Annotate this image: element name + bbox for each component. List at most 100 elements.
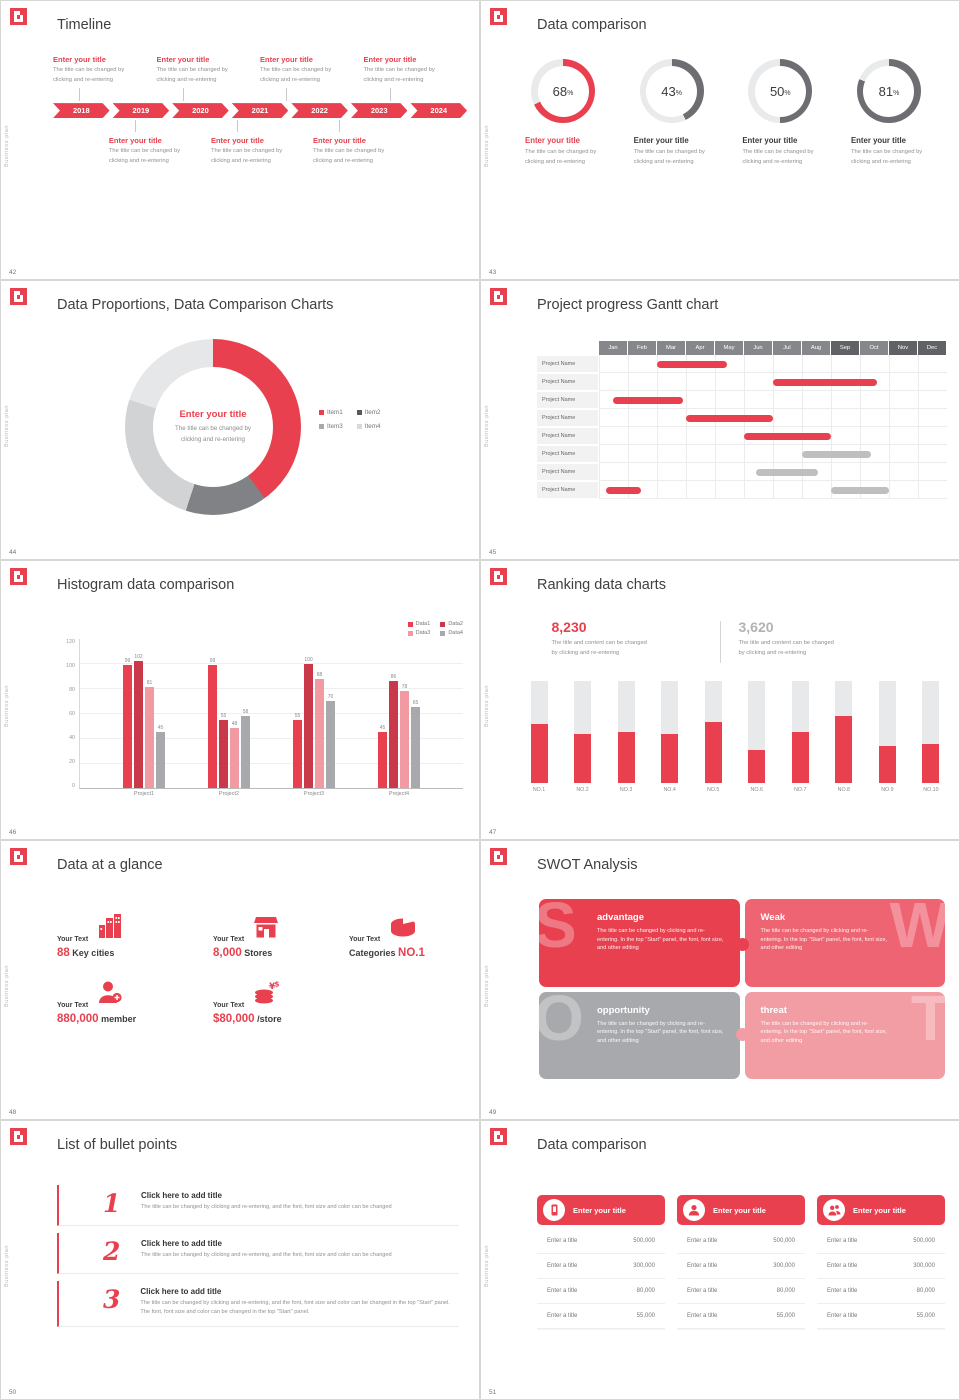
gantt-chart: Jan Feb Mar Apr May Jun Jul Aug Sep Oct Nov Dec Pro… bbox=[537, 341, 947, 499]
connector-line bbox=[236, 120, 238, 133]
row-value: 300,000 bbox=[773, 1263, 795, 1269]
legend-item: Item4 bbox=[356, 423, 381, 430]
legend-swatch bbox=[319, 410, 324, 415]
month-cell: Nov bbox=[889, 341, 918, 355]
stat-value: 88 Key cities bbox=[57, 947, 115, 959]
slide-50-bullet-points[interactable]: Business plan List of bullet points 50 1… bbox=[1, 1121, 479, 1399]
connector-line bbox=[286, 88, 287, 102]
stats-grid: Your Text 88 Key cities Your Text 8,000 … bbox=[57, 914, 463, 1026]
ring-value: 81% bbox=[863, 65, 915, 117]
bar-track bbox=[922, 681, 940, 783]
slide-47-ranking-charts[interactable]: Business plan Ranking data charts 47 8,2… bbox=[481, 561, 959, 839]
percent-symbol: % bbox=[893, 90, 900, 97]
swot-letter-o: O bbox=[539, 991, 584, 1054]
chart-legend: Item1 Item2 Item3 Item4 bbox=[319, 409, 381, 430]
gantt-row-label: Project Name bbox=[537, 355, 599, 373]
connector-line bbox=[339, 120, 340, 133]
card-row: Enter a title 80,000 bbox=[537, 1279, 665, 1304]
card-row: Enter a title 80,000 bbox=[817, 1279, 945, 1304]
page-number: 44 bbox=[9, 549, 17, 556]
slide-46-histogram[interactable]: Business plan Histogram data comparison … bbox=[1, 561, 479, 839]
legend-swatch bbox=[356, 424, 362, 429]
bar: 58 bbox=[241, 709, 250, 788]
desc-line: clicking and re-entering bbox=[363, 76, 424, 83]
bar-value: 70 bbox=[327, 694, 334, 701]
slide-45-gantt-chart[interactable]: Business plan Project progress Gantt cha… bbox=[481, 281, 959, 559]
slide-43-data-comparison[interactable]: Business plan Data comparison 43 68% Ent… bbox=[481, 1, 959, 279]
timeline-years: 2018 2019 2020 2021 2022 2023 2024 bbox=[53, 103, 467, 118]
bar-fill bbox=[878, 746, 896, 783]
stat-value: 880,000 member bbox=[57, 1013, 137, 1025]
row-value: 55,000 bbox=[636, 1313, 655, 1319]
slide-44-data-proportions[interactable]: Business plan Data Proportions, Data Com… bbox=[1, 281, 479, 559]
histogram-chart: Data1 Data2 Data3 Data4 bbox=[61, 621, 463, 797]
bar-value: 58 bbox=[242, 709, 249, 716]
bar-track bbox=[878, 681, 896, 783]
plot: 99 102 81 45 Project1 99 55 48 58 Pro bbox=[79, 639, 463, 797]
bar-value: 45 bbox=[379, 725, 386, 732]
swot-advantage: S advantage The title can be changed by … bbox=[539, 899, 740, 987]
gantt-bar bbox=[831, 486, 890, 494]
card-body: Enter a title 500,000 Enter a title 300,00… bbox=[817, 1229, 945, 1330]
legend-item: Item2 bbox=[356, 409, 381, 416]
data-card: Enter your title Enter a title 500,000 En… bbox=[537, 1195, 665, 1330]
year-chip: 2018 bbox=[53, 103, 110, 118]
legend-label: Data4 bbox=[448, 630, 463, 636]
row-value: 500,000 bbox=[633, 1238, 655, 1244]
stat-stores: Your Text 8,000 Stores bbox=[213, 917, 341, 959]
legend-item: Data4 bbox=[440, 630, 463, 636]
timeline-entry: Enter your title The title can be change… bbox=[363, 55, 468, 102]
brand-logo-icon bbox=[10, 288, 27, 305]
legend-item: Item1 bbox=[319, 409, 343, 416]
desc-line: The title and content can be changed bbox=[551, 640, 647, 646]
ring-gauge: 50% bbox=[748, 59, 813, 123]
stat-per-store: Your Text ¥ $ $80,000 /store bbox=[213, 981, 341, 1026]
card-row: Enter a title 80,000 bbox=[677, 1279, 805, 1304]
bar-value: 86 bbox=[390, 674, 397, 681]
svg-text:$: $ bbox=[275, 981, 280, 989]
slide-49-swot-analysis[interactable]: Business plan SWOT Analysis 49 S advanta… bbox=[481, 841, 959, 1119]
desc-line: The title can be changed by bbox=[108, 148, 181, 155]
stat-value: 3,620 bbox=[738, 619, 774, 635]
timeline-entry: Enter your title The title can be change… bbox=[211, 120, 313, 166]
brand-logo-icon bbox=[10, 848, 27, 865]
slide-42-timeline[interactable]: Business plan Timeline 42 Enter your tit… bbox=[1, 1, 479, 279]
category-icon bbox=[390, 918, 416, 943]
bar-fill bbox=[574, 734, 592, 783]
bar-column: NO.7 bbox=[786, 681, 814, 793]
legend-label: Data2 bbox=[448, 621, 463, 627]
card-title: Enter your title bbox=[853, 1205, 906, 1215]
bar: 55 bbox=[293, 713, 302, 788]
bar-track bbox=[574, 681, 592, 783]
percent-value: 81 bbox=[878, 83, 894, 99]
legend-swatch bbox=[440, 630, 446, 636]
slide-51-data-comparison-cards[interactable]: Business plan Data comparison 51 Enter y… bbox=[481, 1121, 959, 1399]
entry-description: The title can be changed by clicking and … bbox=[260, 66, 356, 85]
money-icon: ¥ $ bbox=[254, 981, 280, 1009]
swot-letter-t: T bbox=[910, 991, 945, 1054]
member-icon bbox=[98, 981, 122, 1009]
brand-logo-icon bbox=[10, 8, 27, 25]
y-tick-label: 60 bbox=[69, 711, 75, 717]
bar-value: 88 bbox=[316, 671, 323, 678]
desc-line: The title can be changed by bbox=[525, 149, 597, 155]
desc-line: clicking and re-entering bbox=[850, 158, 911, 165]
bar-value: 100 bbox=[304, 656, 313, 663]
gantt-rows: Project Name Project Name bbox=[537, 355, 947, 499]
swot-letter-s: S bbox=[539, 899, 577, 961]
bar: 99 bbox=[123, 658, 132, 788]
bar: 45 bbox=[156, 725, 165, 788]
row-label: Enter a title bbox=[547, 1288, 578, 1294]
gantt-row-track bbox=[599, 445, 947, 463]
gantt-bar bbox=[801, 450, 872, 458]
swot-title: threat bbox=[760, 1004, 787, 1016]
desc-line: The title can be changed by bbox=[850, 149, 923, 155]
users-icon bbox=[823, 1199, 845, 1221]
bar-value: 99 bbox=[124, 658, 131, 665]
bar-label: NO.4 bbox=[663, 787, 676, 793]
legend-swatch bbox=[440, 621, 446, 627]
slide-48-data-at-a-glance[interactable]: Business plan Data at a glance 48 Your T… bbox=[1, 841, 479, 1119]
svg-text:¥: ¥ bbox=[269, 982, 276, 992]
card-title: Enter your title bbox=[713, 1205, 766, 1215]
entry-title: Enter your title bbox=[260, 55, 313, 64]
